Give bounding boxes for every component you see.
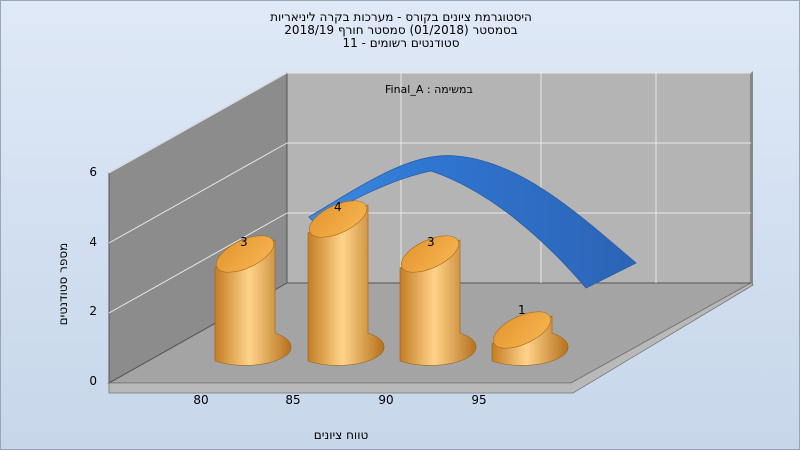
bar-top	[215, 235, 275, 273]
bar-top	[400, 235, 460, 273]
y-tick-label: 0	[89, 374, 97, 388]
x-tick-label: 80	[193, 393, 209, 407]
x-axis-label: טווח ציונים	[313, 428, 369, 442]
y-tick-label: 6	[89, 165, 97, 179]
bar-body	[307, 204, 385, 366]
gridline	[108, 212, 288, 314]
x-tick-label: 95	[471, 393, 487, 407]
chart-title-line-1: היסטוגרמת ציונים בקורס - מערכות בקרה לינ…	[270, 10, 532, 24]
bar-data-label: 3	[240, 235, 248, 249]
bar	[399, 235, 477, 366]
y-tick-label: 2	[89, 304, 97, 318]
bar-top	[492, 311, 552, 349]
x-tick-label: 85	[285, 393, 301, 407]
chart-title-line-3: סטודנטים רשומים - 11	[342, 36, 460, 50]
y-axis-label: מספר סטודנטים	[56, 242, 70, 326]
bar	[491, 311, 569, 366]
y-tick-label: 4	[89, 235, 97, 249]
task-annotation: Final_A : במשימה	[385, 83, 473, 96]
bar	[214, 235, 292, 366]
gridline	[108, 72, 288, 174]
bar-data-label: 3	[427, 235, 435, 249]
bar	[307, 200, 385, 366]
bar-data-label: 4	[334, 200, 342, 214]
gridline	[108, 142, 288, 244]
bar-data-label: 1	[518, 303, 526, 317]
x-tick-label: 90	[378, 393, 394, 407]
normal-curve	[308, 155, 637, 289]
bar-top	[308, 200, 368, 238]
chart-title-line-2: בסמסטר (01/2018) סמסטר חורף 2018/19	[284, 23, 518, 37]
